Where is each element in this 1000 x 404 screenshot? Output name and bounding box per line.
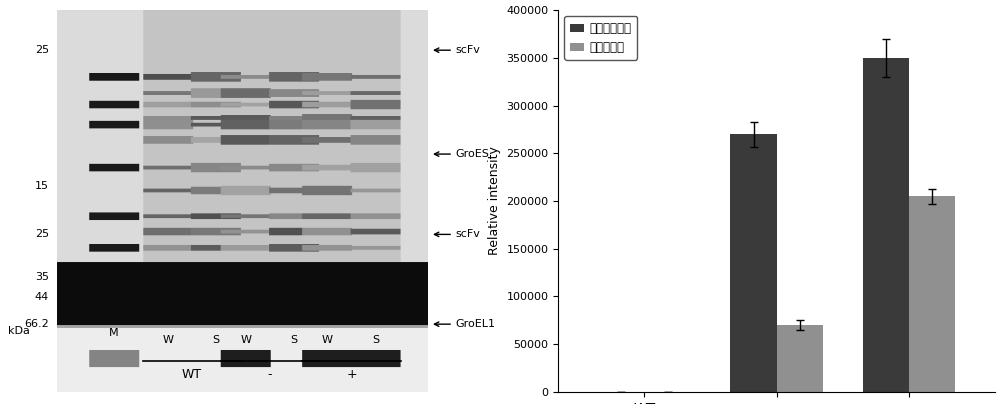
Legend: 全细胞裂解物, 破碎后上清: 全细胞裂解物, 破碎后上清 [564, 16, 637, 60]
Y-axis label: Relative intensity: Relative intensity [488, 147, 501, 255]
Text: GroEL1: GroEL1 [434, 319, 496, 329]
Text: 35: 35 [35, 272, 49, 282]
Text: 15: 15 [35, 181, 49, 191]
Text: W: W [162, 335, 173, 345]
Text: scFv: scFv [434, 229, 481, 240]
Text: S: S [372, 335, 379, 345]
Bar [863, 58, 909, 392]
Text: S: S [212, 335, 220, 345]
Bar [777, 325, 823, 392]
Text: GroES: GroES [434, 149, 490, 159]
Text: W: W [240, 335, 251, 345]
Text: M: M [109, 328, 119, 338]
Text: 25: 25 [35, 229, 49, 240]
Text: -: - [268, 368, 272, 381]
Text: scFv: scFv [434, 45, 481, 55]
Text: 25: 25 [35, 45, 49, 55]
Text: W: W [322, 335, 333, 345]
Text: +: + [346, 368, 357, 381]
Bar [909, 196, 955, 392]
Text: WT: WT [182, 368, 202, 381]
Text: kDa: kDa [8, 326, 29, 336]
Text: S: S [290, 335, 298, 345]
Text: 66.2: 66.2 [24, 319, 49, 329]
Text: 44: 44 [35, 292, 49, 302]
Bar [730, 134, 777, 392]
